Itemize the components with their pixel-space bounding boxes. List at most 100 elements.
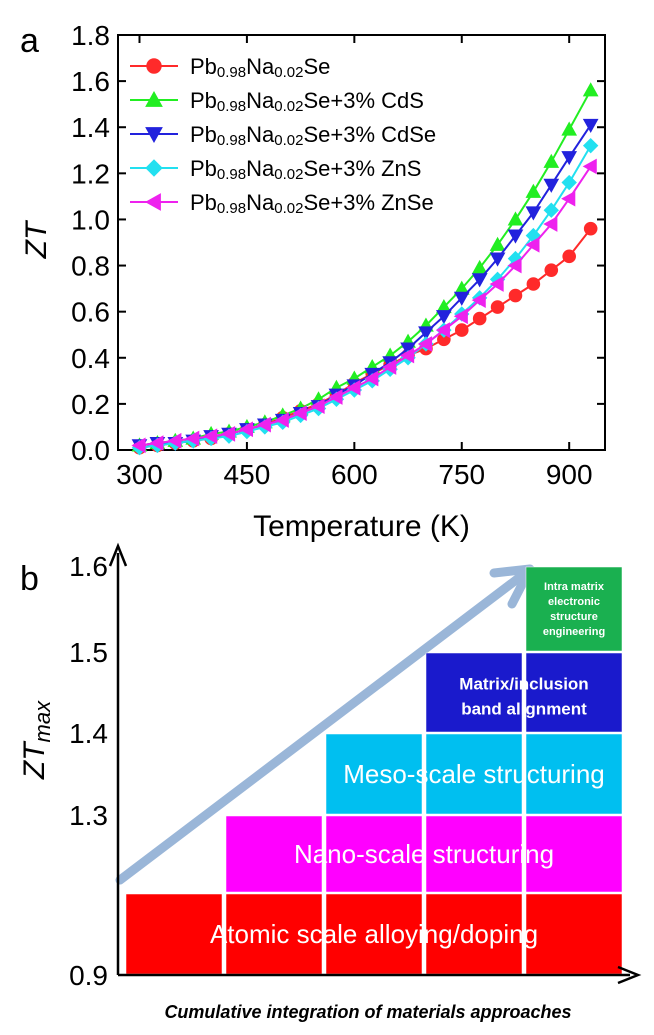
legend-marker <box>145 159 163 177</box>
legend-text-part: Na <box>246 88 275 113</box>
data-point <box>561 151 578 166</box>
panel-b-y-tick-label: 1.4 <box>69 718 108 749</box>
legend-subscript: 0.98 <box>217 166 246 183</box>
y-tick-label: 1.4 <box>71 112 110 143</box>
data-point <box>526 277 541 291</box>
data-point <box>364 370 379 387</box>
tier-1-block <box>325 893 423 975</box>
legend-text-part: Na <box>246 122 275 147</box>
legend-entry: Pb0.98Na0.02Se+3% CdS <box>130 88 424 115</box>
data-point <box>435 322 450 338</box>
tier-2-block <box>225 815 323 893</box>
tier-3-label: Meso-scale structuring <box>343 759 605 789</box>
series-4 <box>131 137 599 456</box>
y-axis-title-subscript: max <box>30 700 55 743</box>
data-point <box>543 178 560 193</box>
legend-text-part: Pb <box>190 190 217 215</box>
panel-b-y-tick-label: 0.9 <box>69 960 108 991</box>
data-point <box>561 121 578 136</box>
tier-1-block <box>525 893 623 975</box>
x-tick-label: 600 <box>331 459 378 490</box>
tier-1-block <box>225 893 323 975</box>
panel-a-y-axis-title: ZT <box>20 219 53 259</box>
tier-5-block <box>525 566 623 652</box>
data-point <box>582 158 597 175</box>
legend-label: Pb0.98Na0.02Se+3% CdS <box>190 88 424 115</box>
data-point <box>525 236 540 253</box>
legend-label: Pb0.98Na0.02Se <box>190 54 330 81</box>
data-point <box>453 308 468 325</box>
tier-5-label-line3: structure <box>550 611 598 623</box>
data-point <box>583 221 598 236</box>
panel-a: a 0.0 0.2 0.4 0.6 0.8 1.0 1.2 1.4 1.6 1.8 300 450 60… <box>20 20 606 543</box>
panel-b-tier-labels: Atomic scale alloying/doping Nano-scale s… <box>210 581 605 949</box>
data-point <box>543 216 558 232</box>
panel-b: b Atomic scale alloying/doping Nano-scale… <box>18 542 642 1022</box>
tier-5-label-line2: electronic <box>548 596 600 608</box>
panel-b-y-tick-label: 1.6 <box>69 551 108 582</box>
y-tick-label: 0.4 <box>71 343 110 374</box>
data-point <box>525 183 542 198</box>
data-point <box>167 432 182 449</box>
data-point <box>582 118 599 133</box>
data-point <box>561 190 576 207</box>
panel-a-frame <box>117 34 606 451</box>
x-tick-label: 450 <box>224 459 271 490</box>
data-point <box>292 405 307 421</box>
legend-subscript: 0.02 <box>274 200 303 217</box>
data-point <box>544 263 559 277</box>
panel-b-axes: 0.9 1.3 1.4 1.5 1.6 ZTmax <box>18 542 642 991</box>
y-tick-label: 0.2 <box>71 389 110 420</box>
y-tick-label: 0.0 <box>71 435 110 466</box>
legend-marker <box>145 127 163 144</box>
data-point <box>471 292 486 308</box>
tier-1-label: Atomic scale alloying/doping <box>210 919 538 949</box>
legend-subscript: 0.02 <box>274 64 303 81</box>
data-point <box>274 412 289 428</box>
data-point <box>507 229 524 244</box>
legend-subscript: 0.98 <box>217 132 246 149</box>
y-tick-label: 1.6 <box>71 66 110 97</box>
legend-text-part: Se+3% ZnS <box>303 156 421 181</box>
tier-1-block <box>125 893 223 975</box>
tier-5-label-line1: Intra matrix <box>544 581 605 593</box>
legend-text-part: Se <box>303 54 330 79</box>
legend-label: Pb0.98Na0.02Se+3% CdSe <box>190 122 436 149</box>
legend-text-part: Pb <box>190 54 217 79</box>
data-point <box>489 276 504 292</box>
tier-3-block <box>325 733 423 815</box>
panel-b-blocks <box>125 566 623 975</box>
data-point <box>543 153 560 168</box>
tier-4-label-line2: band alignment <box>461 700 587 719</box>
data-point <box>346 379 361 396</box>
data-point <box>525 206 542 221</box>
x-tick-label: 300 <box>116 459 163 490</box>
data-point <box>508 288 523 303</box>
data-point <box>582 82 599 97</box>
data-point <box>185 430 200 447</box>
tier-1-block <box>425 893 523 975</box>
data-point <box>471 273 488 288</box>
legend-entry: Pb0.98Na0.02Se+3% ZnSe <box>130 190 434 217</box>
panel-a-x-axis-title: Temperature (K) <box>253 510 470 543</box>
data-point <box>382 359 397 375</box>
legend-subscript: 0.02 <box>274 98 303 115</box>
legend-text-part: Pb <box>190 122 217 147</box>
data-point <box>561 174 577 191</box>
legend-entry: Pb0.98Na0.02Se+3% ZnS <box>130 156 421 183</box>
panel-b-y-tick-label: 1.3 <box>69 800 108 831</box>
tier-5-label-line4: engineering <box>543 626 605 638</box>
legend-subscript: 0.02 <box>274 132 303 149</box>
data-point <box>472 311 487 326</box>
data-point <box>454 323 469 337</box>
data-point <box>149 435 164 451</box>
data-point <box>417 336 433 352</box>
legend-marker <box>146 58 162 74</box>
arrow-shaft <box>115 572 525 885</box>
y-tick-label: 1.8 <box>71 20 110 51</box>
tier-2-block <box>525 815 623 893</box>
legend-subscript: 0.98 <box>217 64 246 81</box>
legend-label: Pb0.98Na0.02Se+3% ZnS <box>190 156 421 183</box>
data-point <box>490 300 505 314</box>
